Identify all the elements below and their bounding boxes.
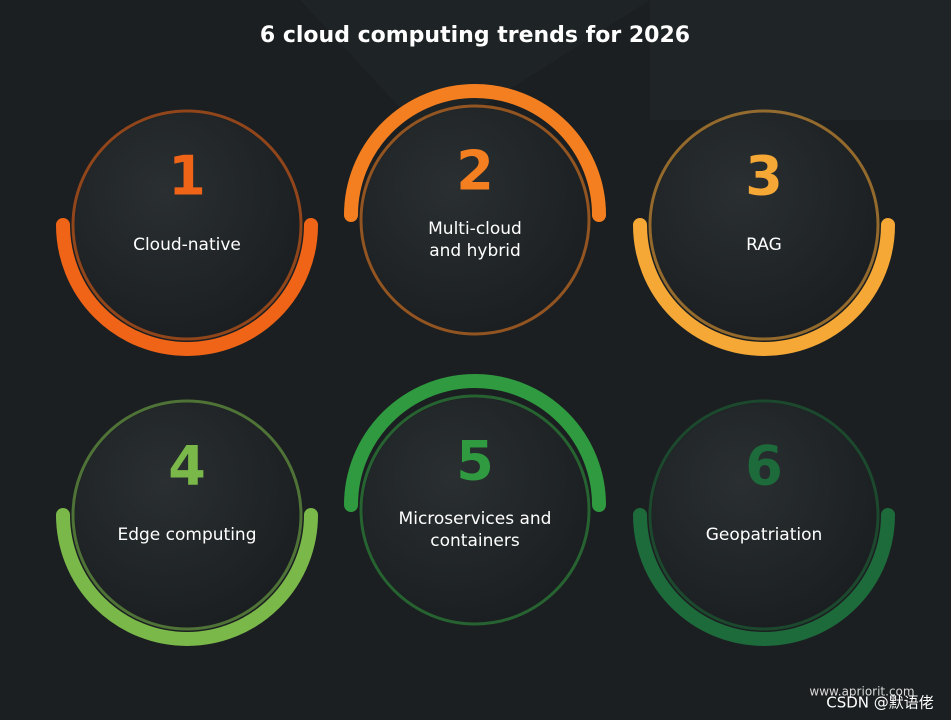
disc: [363, 108, 587, 332]
disc: [75, 403, 299, 627]
label: Cloud-native: [133, 235, 241, 255]
number: 4: [168, 435, 206, 498]
number: 1: [168, 145, 206, 208]
disc: [652, 403, 876, 627]
disc-glow: [359, 104, 591, 336]
number: 5: [456, 430, 494, 493]
label: Geopatriation: [706, 525, 823, 545]
site: www.apriorit.com: [809, 685, 914, 699]
label: and hybrid: [429, 241, 521, 261]
disc-glow: [648, 399, 880, 631]
number: 3: [745, 145, 783, 208]
arc: [344, 84, 606, 222]
arc: [633, 508, 895, 646]
bg-shape: [650, 0, 951, 120]
label: Multi-cloud: [428, 219, 522, 239]
arc: [56, 218, 318, 356]
trend-item: 3 RAG: [633, 109, 895, 356]
disc: [363, 398, 587, 622]
trend-item: 6 Geopatriation: [633, 399, 895, 646]
bg-shape: [300, 0, 650, 140]
label: RAG: [746, 235, 782, 255]
arc: [344, 374, 606, 512]
arc: [56, 508, 318, 646]
label: Microservices and: [399, 509, 552, 529]
trend-item: 1 Cloud-native: [56, 109, 318, 356]
disc-glow: [71, 399, 303, 631]
arc: [633, 218, 895, 356]
number: 2: [456, 140, 494, 203]
disc-glow: [71, 109, 303, 341]
disc-glow: [648, 109, 880, 341]
disc-glow: [359, 394, 591, 626]
title: 6 cloud computing trends for 2026: [260, 23, 690, 48]
credit: CSDN @默语佬: [826, 694, 934, 712]
trend-item: 4 Edge computing: [56, 399, 318, 646]
disc: [652, 113, 876, 337]
label: containers: [430, 531, 520, 551]
disc: [75, 113, 299, 337]
label: Edge computing: [117, 525, 256, 545]
number: 6: [745, 435, 783, 498]
